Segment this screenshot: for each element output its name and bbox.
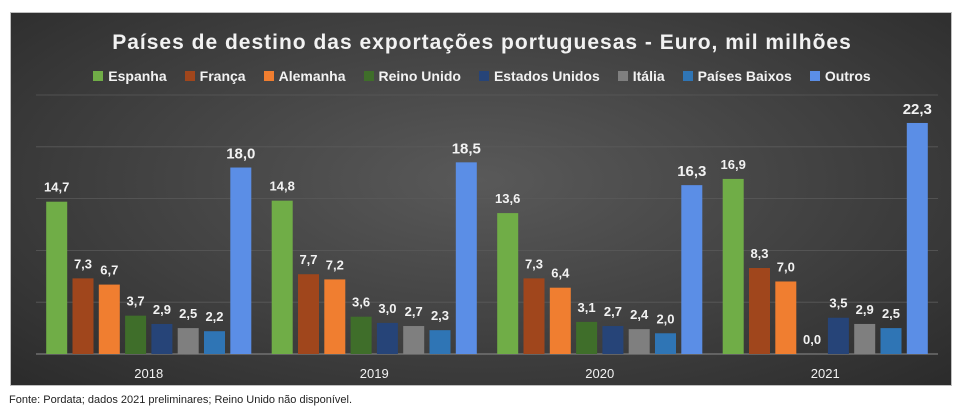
x-tick-label: 2018	[134, 366, 163, 381]
data-label: 2,2	[205, 309, 223, 324]
bar	[549, 287, 571, 354]
legend-swatch	[363, 71, 374, 81]
data-label: 13,6	[495, 191, 520, 206]
source-note: Fonte: Pordata; dados 2021 preliminares;…	[9, 394, 353, 406]
data-label: 3,6	[352, 295, 370, 310]
bar	[298, 274, 319, 354]
bar	[125, 315, 147, 354]
data-label: 7,3	[74, 256, 92, 271]
bar	[681, 185, 703, 354]
legend-swatch	[263, 71, 274, 81]
bar	[324, 279, 346, 354]
legend-item: Reino Unido	[363, 67, 461, 85]
legend-label: Alemanha	[278, 68, 346, 84]
legend-swatch	[617, 71, 628, 81]
bar	[72, 278, 94, 354]
data-label: 2,4	[630, 307, 649, 322]
bar	[722, 178, 744, 354]
legend-swatch	[184, 71, 195, 81]
data-label: 6,4	[551, 266, 570, 281]
legend-label: Outros	[824, 68, 871, 84]
data-label: 16,9	[721, 157, 746, 172]
x-tick-label: 2019	[360, 366, 389, 381]
data-label: 22,3	[903, 101, 932, 118]
data-label: 2,3	[431, 308, 449, 323]
bar	[455, 162, 477, 354]
bar	[350, 316, 372, 354]
bar	[523, 278, 545, 354]
legend-item: Alemanha	[263, 67, 346, 85]
data-label: 7,0	[777, 259, 795, 274]
legend: Espanha França Alemanha Reino Unido Estados …	[11, 67, 953, 85]
bar	[429, 330, 451, 354]
legend-label: França	[199, 68, 246, 84]
bar	[230, 167, 252, 354]
data-label: 2,0	[656, 311, 674, 326]
data-label: 2,7	[604, 304, 622, 319]
data-label: 7,7	[299, 252, 317, 267]
bar	[880, 328, 902, 354]
data-label: 2,5	[882, 306, 900, 321]
data-label: 18,5	[452, 140, 481, 157]
bar	[854, 323, 876, 354]
legend-label: Estados Unidos	[493, 68, 600, 84]
bar	[749, 268, 770, 354]
data-label: 18,0	[226, 146, 255, 163]
bar	[628, 329, 650, 354]
bar	[602, 326, 624, 354]
chart-panel: Países de destino das exportações portug…	[10, 12, 952, 386]
legend-swatch	[809, 71, 820, 81]
bar	[775, 281, 797, 354]
legend-item: França	[184, 67, 246, 85]
bar	[271, 200, 293, 354]
bar	[655, 333, 676, 354]
plot-area: 14,7 7,3 6,7 3,7 2,9 2,5 2,2 18,0 2018 14,8 7,7 7,2…	[36, 94, 938, 381]
bar	[151, 323, 173, 354]
data-label: 2,7	[405, 304, 423, 319]
data-label: 16,3	[677, 163, 706, 180]
data-label: 7,3	[525, 256, 543, 271]
bar	[46, 201, 68, 354]
legend-swatch	[478, 71, 489, 81]
legend-label: Itália	[632, 68, 665, 84]
bar	[177, 328, 199, 354]
data-label: 2,9	[153, 302, 171, 317]
data-label: 14,7	[44, 180, 69, 195]
x-tick-label: 2021	[811, 366, 840, 381]
legend-item: Itália	[617, 67, 665, 85]
legend-item: Países Baixos	[682, 67, 792, 85]
chart-title: Países de destino das exportações portug…	[112, 31, 852, 54]
x-tick-label: 2020	[585, 366, 614, 381]
data-label: 8,3	[750, 246, 768, 261]
data-label: 3,7	[127, 294, 145, 309]
legend-item: Outros	[809, 67, 871, 85]
bar	[576, 321, 598, 354]
legend-item: Estados Unidos	[478, 67, 600, 85]
data-label: 3,1	[578, 300, 596, 315]
bar	[376, 322, 398, 354]
data-label: 0,0	[803, 332, 821, 347]
data-label: 3,5	[829, 296, 847, 311]
data-label: 2,5	[179, 306, 197, 321]
bar	[403, 326, 425, 354]
legend-label: Espanha	[108, 68, 167, 84]
data-label: 2,9	[856, 302, 874, 317]
data-label: 6,7	[100, 263, 118, 278]
bar	[497, 213, 519, 354]
legend-label: Reino Unido	[378, 68, 461, 84]
legend-swatch	[93, 71, 104, 81]
data-label: 3,0	[378, 301, 396, 316]
legend-label: Países Baixos	[697, 68, 792, 84]
data-label: 14,8	[270, 179, 295, 194]
data-label: 7,2	[326, 257, 344, 272]
bar	[827, 317, 849, 354]
legend-swatch	[682, 71, 693, 81]
bar	[906, 122, 928, 354]
legend-item: Espanha	[93, 67, 167, 85]
bar	[204, 331, 225, 354]
bar	[98, 284, 120, 354]
